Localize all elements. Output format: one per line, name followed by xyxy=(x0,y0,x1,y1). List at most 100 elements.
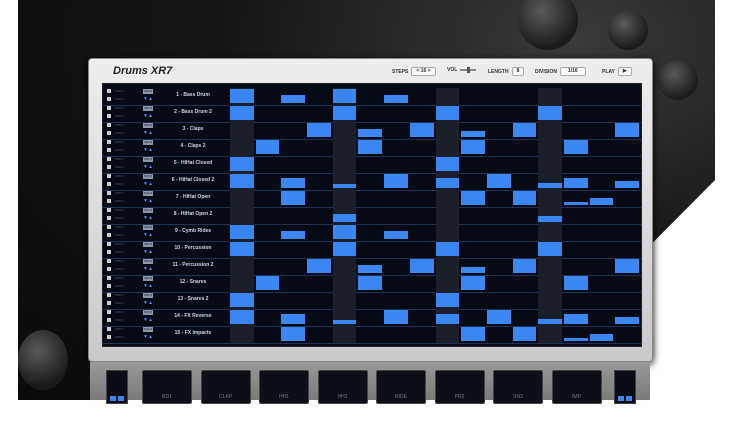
step-off[interactable] xyxy=(230,275,254,291)
step-on[interactable] xyxy=(255,140,280,154)
step-off[interactable] xyxy=(358,241,382,257)
step-off[interactable] xyxy=(487,139,511,155)
step-off[interactable] xyxy=(538,88,562,104)
step-off[interactable] xyxy=(590,173,614,189)
step-off[interactable] xyxy=(307,105,331,121)
step-off[interactable] xyxy=(538,292,562,308)
step-off[interactable] xyxy=(513,88,537,104)
step-on[interactable] xyxy=(538,319,562,324)
step-on[interactable] xyxy=(281,95,306,103)
step-off[interactable] xyxy=(590,292,614,308)
step-off[interactable] xyxy=(436,122,460,138)
division-selector[interactable]: 1/16 xyxy=(559,67,586,76)
step-on[interactable] xyxy=(384,231,408,239)
record-button[interactable] xyxy=(107,301,111,305)
step-off[interactable] xyxy=(307,88,331,104)
step-off[interactable] xyxy=(513,105,537,121)
steps-selector[interactable]: < 16 > xyxy=(411,67,436,76)
step-off[interactable] xyxy=(564,156,588,172)
step-off[interactable] xyxy=(513,309,537,325)
step-off[interactable] xyxy=(461,241,485,257)
left-pad-meter[interactable] xyxy=(106,370,128,404)
step-off[interactable] xyxy=(590,224,614,240)
step-on[interactable] xyxy=(281,191,306,205)
arrow-down-up-icon[interactable]: ▼▲ xyxy=(143,232,153,238)
step-off[interactable] xyxy=(333,292,357,308)
step-off[interactable] xyxy=(333,139,357,155)
step-off[interactable] xyxy=(281,105,305,121)
step-off[interactable] xyxy=(513,224,537,240)
step-on[interactable] xyxy=(461,327,485,341)
step-off[interactable] xyxy=(256,122,280,138)
step-off[interactable] xyxy=(281,241,305,257)
step-on[interactable] xyxy=(461,140,485,154)
step-off[interactable] xyxy=(230,207,254,223)
record-button[interactable] xyxy=(107,182,111,186)
step-off[interactable] xyxy=(307,207,331,223)
step-off[interactable] xyxy=(358,309,382,325)
step-off[interactable] xyxy=(513,139,537,155)
step-off[interactable] xyxy=(256,241,280,257)
step-off[interactable] xyxy=(307,326,331,342)
step-off[interactable] xyxy=(513,156,537,172)
arrow-down-up-icon[interactable]: ▼▲ xyxy=(143,317,153,323)
step-off[interactable] xyxy=(487,156,511,172)
step-off[interactable] xyxy=(538,122,562,138)
step-off[interactable] xyxy=(230,139,254,155)
mute-button[interactable] xyxy=(107,140,111,144)
right-pad-meter[interactable] xyxy=(614,370,636,404)
arrow-down-up-icon[interactable]: ▼▲ xyxy=(143,147,153,153)
solo-button[interactable]: SOLO xyxy=(143,123,153,128)
step-off[interactable] xyxy=(487,122,511,138)
step-off[interactable] xyxy=(436,258,460,274)
step-off[interactable] xyxy=(487,241,511,257)
step-on[interactable] xyxy=(563,140,588,154)
step-off[interactable] xyxy=(281,275,305,291)
step-off[interactable] xyxy=(564,258,588,274)
step-off[interactable] xyxy=(615,224,639,240)
step-on[interactable] xyxy=(281,314,306,324)
step-off[interactable] xyxy=(230,190,254,206)
step-off[interactable] xyxy=(564,105,588,121)
step-on[interactable] xyxy=(563,338,588,341)
step-on[interactable] xyxy=(538,216,562,222)
step-off[interactable] xyxy=(333,190,357,206)
step-off[interactable] xyxy=(538,275,562,291)
step-on[interactable] xyxy=(512,191,537,205)
mute-button[interactable] xyxy=(107,123,111,127)
mute-button[interactable] xyxy=(107,327,111,331)
step-off[interactable] xyxy=(487,207,511,223)
step-on[interactable] xyxy=(281,327,306,341)
step-off[interactable] xyxy=(410,224,434,240)
step-off[interactable] xyxy=(538,326,562,342)
record-button[interactable] xyxy=(107,165,111,169)
step-off[interactable] xyxy=(615,156,639,172)
mute-button[interactable] xyxy=(107,174,111,178)
step-on[interactable] xyxy=(615,317,639,324)
step-off[interactable] xyxy=(333,122,357,138)
step-on[interactable] xyxy=(461,267,485,273)
arrow-down-up-icon[interactable]: ▼▲ xyxy=(143,215,153,221)
solo-button[interactable]: SOLO xyxy=(143,225,153,230)
step-off[interactable] xyxy=(513,207,537,223)
step-off[interactable] xyxy=(384,275,408,291)
step-on[interactable] xyxy=(435,293,460,307)
step-on[interactable] xyxy=(384,310,408,324)
step-on[interactable] xyxy=(435,157,460,171)
step-off[interactable] xyxy=(590,275,614,291)
step-on[interactable] xyxy=(332,225,357,239)
drum-pad[interactable]: SN2 xyxy=(493,370,543,404)
step-off[interactable] xyxy=(513,292,537,308)
record-button[interactable] xyxy=(107,148,111,152)
drum-pad[interactable]: HH1 xyxy=(317,370,368,404)
step-off[interactable] xyxy=(410,105,434,121)
step-on[interactable] xyxy=(230,242,254,256)
step-off[interactable] xyxy=(487,190,511,206)
step-off[interactable] xyxy=(436,326,460,342)
drum-pad[interactable]: IMP xyxy=(551,370,602,404)
step-off[interactable] xyxy=(307,241,331,257)
step-off[interactable] xyxy=(487,224,511,240)
step-off[interactable] xyxy=(615,88,639,104)
step-off[interactable] xyxy=(564,207,588,223)
step-off[interactable] xyxy=(410,156,434,172)
